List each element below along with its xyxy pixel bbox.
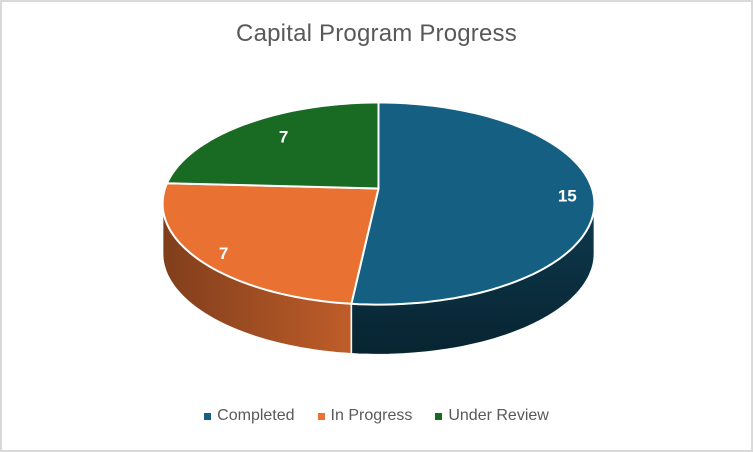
legend-label: In Progress — [330, 407, 413, 424]
chart-legend: Completed In Progress Under Review — [2, 407, 751, 425]
legend-marker-icon — [435, 412, 443, 420]
legend-item-in-progress[interactable]: In Progress — [317, 407, 413, 425]
legend-item-completed[interactable]: Completed — [204, 407, 295, 425]
legend-marker-icon — [204, 412, 212, 420]
legend-marker-icon — [317, 412, 325, 420]
chart-title[interactable]: Capital Program Progress — [236, 20, 517, 47]
data-label-completed: 15 — [558, 187, 577, 206]
legend-label: Completed — [217, 407, 295, 424]
legend-item-under-review[interactable]: Under Review — [435, 407, 549, 425]
data-label-in-progress: 7 — [219, 244, 228, 263]
pie-slice-under-review[interactable] — [166, 101, 380, 190]
legend-label: Under Review — [448, 407, 549, 424]
pie-slice-in-progress[interactable] — [161, 182, 380, 305]
data-label-under-review: 7 — [279, 127, 288, 146]
pie-slice-completed[interactable] — [350, 101, 596, 306]
